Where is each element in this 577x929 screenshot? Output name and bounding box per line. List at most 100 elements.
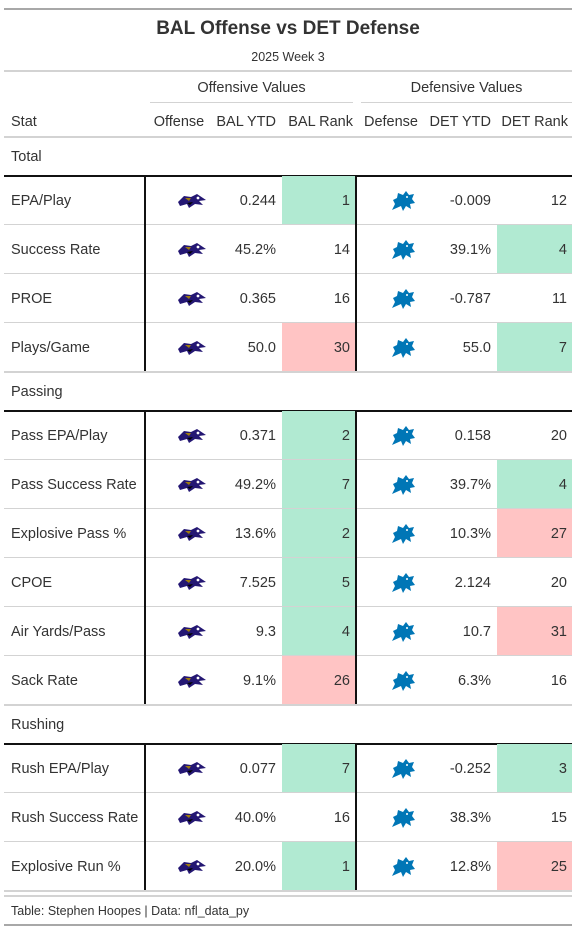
det-ytd-value: 39.7% [449, 476, 491, 493]
row-divider [4, 606, 572, 607]
row-divider [4, 322, 572, 323]
row-divider [4, 508, 572, 509]
bal-rank-value: 5 [341, 574, 350, 591]
bal-rank-highlight [282, 323, 355, 372]
bal-rank-value: 7 [341, 476, 350, 493]
bal-rank-highlight [282, 842, 355, 891]
source-note: Table: Stephen Hoopes | Data: nfl_data_p… [11, 904, 250, 918]
offense-left-border [144, 411, 146, 705]
bal-ytd-value: 40.0% [234, 809, 276, 826]
lions-logo-icon [390, 670, 416, 697]
bal-rank-value: 26 [333, 672, 350, 689]
det-rank-value: 12 [550, 192, 567, 209]
bal-rank-value: 7 [341, 760, 350, 777]
det-rank-highlight [497, 323, 572, 372]
bal-ytd-value: 49.2% [234, 476, 276, 493]
stat-name: Pass Success Rate [11, 476, 137, 493]
bal-rank-value: 1 [341, 192, 350, 209]
column-header-bal-ytd: BAL YTD [216, 114, 276, 130]
det-ytd-value: 10.7 [462, 623, 491, 640]
ravens-logo-icon [177, 575, 207, 596]
group-label: Total [11, 149, 42, 165]
column-header-det-ytd: DET YTD [429, 114, 491, 130]
stat-name: Rush EPA/Play [11, 760, 110, 777]
det-rank-value: 20 [550, 574, 567, 591]
ravens-logo-icon [177, 859, 207, 880]
bal-ytd-value: 20.0% [234, 858, 276, 875]
lions-logo-icon [390, 523, 416, 550]
bal-rank-highlight [282, 558, 355, 607]
ravens-logo-icon [177, 291, 207, 312]
stat-name: EPA/Play [11, 192, 72, 209]
bal-rank-highlight [282, 176, 355, 225]
stat-name: Success Rate [11, 241, 101, 258]
det-ytd-value: -0.252 [449, 760, 491, 777]
header-divider [4, 136, 572, 138]
ravens-logo-icon [177, 810, 207, 831]
group-label: Rushing [11, 717, 65, 733]
title-divider [4, 70, 572, 72]
det-ytd-value: 39.1% [449, 241, 491, 258]
bal-ytd-value: 0.365 [239, 290, 276, 307]
det-rank-value: 4 [558, 241, 567, 258]
column-header-stat: Stat [11, 114, 37, 130]
group-end-divider [4, 371, 572, 373]
lions-logo-icon [390, 190, 416, 217]
defense-left-border [355, 744, 357, 891]
det-rank-highlight [497, 225, 572, 274]
bal-rank-value: 4 [341, 623, 350, 640]
det-ytd-value: 12.8% [449, 858, 491, 875]
ravens-logo-icon [177, 193, 207, 214]
det-rank-value: 20 [550, 427, 567, 444]
det-rank-value: 25 [550, 858, 567, 875]
column-header-bal-rank: BAL Rank [288, 114, 353, 130]
det-ytd-value: 6.3% [457, 672, 491, 689]
bal-ytd-value: 0.371 [239, 427, 276, 444]
row-divider [4, 792, 572, 793]
spanner-offensive-rule [150, 102, 353, 103]
bal-ytd-value: 45.2% [234, 241, 276, 258]
det-ytd-value: -0.787 [449, 290, 491, 307]
bal-ytd-value: 0.077 [239, 760, 276, 777]
det-rank-value: 15 [550, 809, 567, 826]
lions-logo-icon [390, 239, 416, 266]
footer-divider [4, 895, 572, 897]
defense-left-border [355, 176, 357, 372]
stat-name: Explosive Run % [11, 858, 121, 875]
det-ytd-value: 55.0 [462, 339, 491, 356]
bal-rank-value: 14 [333, 241, 350, 258]
bal-ytd-value: 13.6% [234, 525, 276, 542]
bal-rank-highlight [282, 460, 355, 509]
bal-ytd-value: 9.1% [242, 672, 276, 689]
stat-name: CPOE [11, 574, 53, 591]
ravens-logo-icon [177, 242, 207, 263]
det-rank-value: 7 [558, 339, 567, 356]
det-ytd-value: 38.3% [449, 809, 491, 826]
row-divider [4, 841, 572, 842]
row-divider [4, 557, 572, 558]
bal-rank-highlight [282, 509, 355, 558]
det-rank-value: 11 [551, 290, 567, 307]
lions-logo-icon [390, 572, 416, 599]
stat-name: Air Yards/Pass [11, 623, 106, 640]
row-divider [4, 273, 572, 274]
bal-rank-value: 30 [333, 339, 350, 356]
ravens-logo-icon [177, 340, 207, 361]
column-header-offense: Offense [153, 114, 205, 130]
det-rank-value: 16 [550, 672, 567, 689]
det-rank-value: 3 [558, 760, 567, 777]
offense-left-border [144, 744, 146, 891]
det-rank-highlight [497, 607, 572, 656]
spanner-defensive-values: Defensive Values [410, 80, 523, 96]
row-divider [4, 655, 572, 656]
lions-logo-icon [390, 474, 416, 501]
ravens-logo-icon [177, 761, 207, 782]
lions-logo-icon [390, 288, 416, 315]
det-rank-highlight [497, 460, 572, 509]
bal-rank-highlight [282, 607, 355, 656]
det-rank-highlight [497, 744, 572, 793]
group-end-divider [4, 890, 572, 892]
ravens-logo-icon [177, 673, 207, 694]
ravens-logo-icon [177, 624, 207, 645]
det-ytd-value: 10.3% [449, 525, 491, 542]
